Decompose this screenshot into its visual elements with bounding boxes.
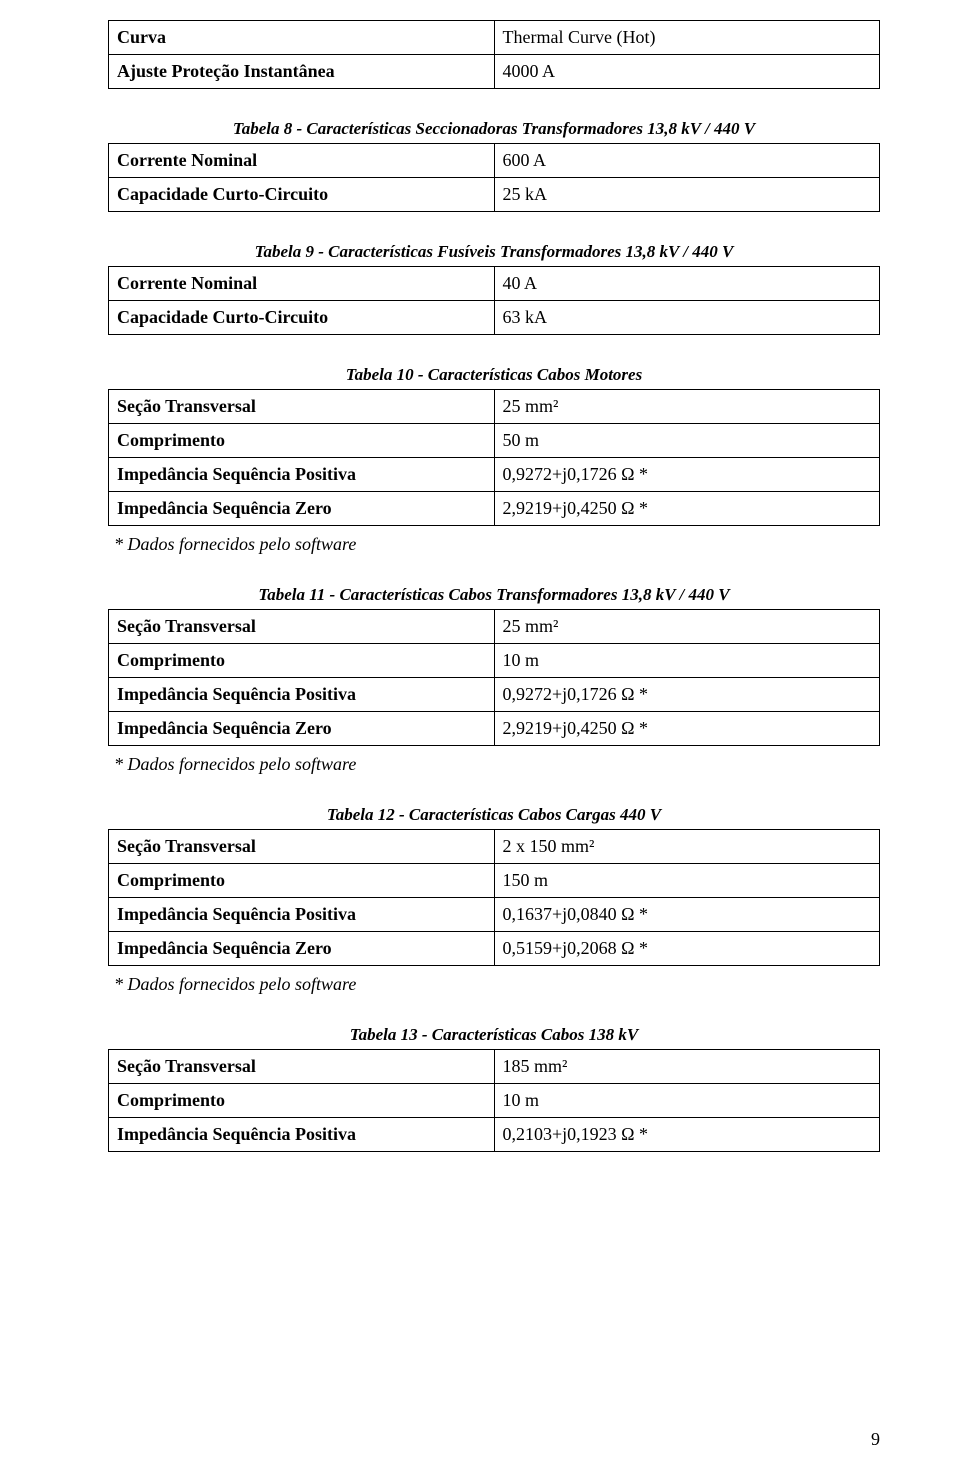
table-11-footnote: * Dados fornecidos pelo software	[114, 754, 880, 775]
table-row: Impedância Sequência Positiva 0,1637+j0,…	[109, 898, 880, 932]
row-label: Impedância Sequência Zero	[109, 712, 495, 746]
row-value: 2,9219+j0,4250 Ω *	[494, 712, 880, 746]
row-label: Comprimento	[109, 644, 495, 678]
table-9-title: Tabela 9 - Características Fusíveis Tran…	[108, 242, 880, 262]
table-row: Impedância Sequência Positiva 0,9272+j0,…	[109, 458, 880, 492]
row-value: 40 A	[494, 267, 880, 301]
table-9: Corrente Nominal 40 A Capacidade Curto-C…	[108, 266, 880, 335]
table-row: Curva Thermal Curve (Hot)	[109, 21, 880, 55]
row-value: 63 kA	[494, 301, 880, 335]
table-row: Impedância Sequência Zero 2,9219+j0,4250…	[109, 492, 880, 526]
table-row: Seção Transversal 185 mm²	[109, 1050, 880, 1084]
row-label: Seção Transversal	[109, 390, 495, 424]
row-value: 2 x 150 mm²	[494, 830, 880, 864]
row-value: 25 mm²	[494, 390, 880, 424]
row-label: Corrente Nominal	[109, 144, 495, 178]
table-row: Impedância Sequência Zero 2,9219+j0,4250…	[109, 712, 880, 746]
row-label: Capacidade Curto-Circuito	[109, 178, 495, 212]
table-row: Impedância Sequência Positiva 0,9272+j0,…	[109, 678, 880, 712]
table-row: Seção Transversal 2 x 150 mm²	[109, 830, 880, 864]
table-row: Seção Transversal 25 mm²	[109, 610, 880, 644]
table-13-title: Tabela 13 - Características Cabos 138 kV	[108, 1025, 880, 1045]
table-row: Comprimento 10 m	[109, 1084, 880, 1118]
table-row: Seção Transversal 25 mm²	[109, 390, 880, 424]
row-label: Ajuste Proteção Instantânea	[109, 55, 495, 89]
row-value: 25 kA	[494, 178, 880, 212]
row-value: 0,1637+j0,0840 Ω *	[494, 898, 880, 932]
row-label: Corrente Nominal	[109, 267, 495, 301]
table-10: Seção Transversal 25 mm² Comprimento 50 …	[108, 389, 880, 526]
row-value: 2,9219+j0,4250 Ω *	[494, 492, 880, 526]
row-value: 0,5159+j0,2068 Ω *	[494, 932, 880, 966]
table-10-footnote: * Dados fornecidos pelo software	[114, 534, 880, 555]
row-value: 25 mm²	[494, 610, 880, 644]
row-label: Impedância Sequência Positiva	[109, 458, 495, 492]
row-label: Seção Transversal	[109, 830, 495, 864]
document-page: Curva Thermal Curve (Hot) Ajuste Proteçã…	[0, 0, 960, 1466]
row-value: 0,9272+j0,1726 Ω *	[494, 678, 880, 712]
table-13: Seção Transversal 185 mm² Comprimento 10…	[108, 1049, 880, 1152]
row-value: 185 mm²	[494, 1050, 880, 1084]
table-11: Seção Transversal 25 mm² Comprimento 10 …	[108, 609, 880, 746]
table-8-title: Tabela 8 - Características Seccionadoras…	[108, 119, 880, 139]
row-value: 10 m	[494, 1084, 880, 1118]
table-row: Corrente Nominal 600 A	[109, 144, 880, 178]
table-row: Comprimento 50 m	[109, 424, 880, 458]
row-value: Thermal Curve (Hot)	[494, 21, 880, 55]
row-label: Impedância Sequência Positiva	[109, 1118, 495, 1152]
row-label: Seção Transversal	[109, 610, 495, 644]
table-12: Seção Transversal 2 x 150 mm² Compriment…	[108, 829, 880, 966]
table-row: Comprimento 150 m	[109, 864, 880, 898]
table-row: Corrente Nominal 40 A	[109, 267, 880, 301]
table-row: Capacidade Curto-Circuito 25 kA	[109, 178, 880, 212]
row-label: Comprimento	[109, 864, 495, 898]
table-row: Capacidade Curto-Circuito 63 kA	[109, 301, 880, 335]
row-label: Impedância Sequência Positiva	[109, 898, 495, 932]
row-label: Impedância Sequência Zero	[109, 932, 495, 966]
row-value: 150 m	[494, 864, 880, 898]
row-value: 10 m	[494, 644, 880, 678]
table-10-title: Tabela 10 - Características Cabos Motore…	[108, 365, 880, 385]
table-row: Comprimento 10 m	[109, 644, 880, 678]
table-11-title: Tabela 11 - Características Cabos Transf…	[108, 585, 880, 605]
page-number: 9	[871, 1429, 880, 1450]
row-label: Comprimento	[109, 1084, 495, 1118]
row-value: 0,2103+j0,1923 Ω *	[494, 1118, 880, 1152]
row-label: Impedância Sequência Positiva	[109, 678, 495, 712]
row-label: Curva	[109, 21, 495, 55]
table-row: Impedância Sequência Positiva 0,2103+j0,…	[109, 1118, 880, 1152]
row-label: Comprimento	[109, 424, 495, 458]
row-label: Capacidade Curto-Circuito	[109, 301, 495, 335]
row-value: 4000 A	[494, 55, 880, 89]
table-8: Corrente Nominal 600 A Capacidade Curto-…	[108, 143, 880, 212]
table-row: Impedância Sequência Zero 0,5159+j0,2068…	[109, 932, 880, 966]
table-12-footnote: * Dados fornecidos pelo software	[114, 974, 880, 995]
row-value: 600 A	[494, 144, 880, 178]
row-label: Impedância Sequência Zero	[109, 492, 495, 526]
table-12-title: Tabela 12 - Características Cabos Cargas…	[108, 805, 880, 825]
table-row: Ajuste Proteção Instantânea 4000 A	[109, 55, 880, 89]
row-value: 0,9272+j0,1726 Ω *	[494, 458, 880, 492]
row-value: 50 m	[494, 424, 880, 458]
table-previous-continuation: Curva Thermal Curve (Hot) Ajuste Proteçã…	[108, 20, 880, 89]
row-label: Seção Transversal	[109, 1050, 495, 1084]
